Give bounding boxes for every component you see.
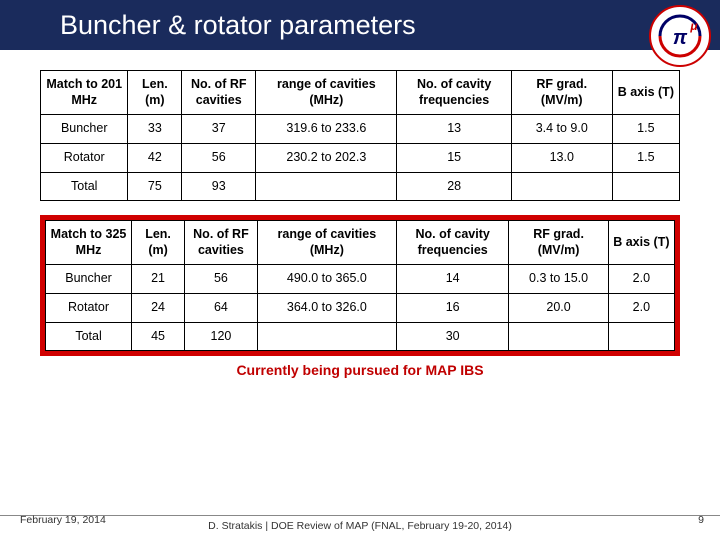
cell: Total bbox=[41, 172, 128, 201]
cell: Rotator bbox=[46, 294, 132, 323]
cell: 0.3 to 15.0 bbox=[509, 265, 608, 294]
col-header: range of cavities (MHz) bbox=[256, 71, 397, 115]
highlight-caption: Currently being pursued for MAP IBS bbox=[40, 362, 680, 378]
map-logo-icon: π μ bbox=[648, 4, 712, 68]
col-header: RF grad. (MV/m) bbox=[511, 71, 612, 115]
cell: 319.6 to 233.6 bbox=[256, 115, 397, 144]
col-header: Len. (m) bbox=[132, 221, 185, 265]
cell: 2.0 bbox=[608, 265, 674, 294]
col-header: RF grad. (MV/m) bbox=[509, 221, 608, 265]
cell: 2.0 bbox=[608, 294, 674, 323]
cell: 64 bbox=[185, 294, 258, 323]
col-header: Match to 201 MHz bbox=[41, 71, 128, 115]
table-201mhz: Match to 201 MHz Len. (m) No. of RF cavi… bbox=[40, 70, 680, 201]
col-header: Match to 325 MHz bbox=[46, 221, 132, 265]
cell bbox=[612, 172, 679, 201]
cell: 28 bbox=[397, 172, 511, 201]
cell bbox=[256, 172, 397, 201]
svg-text:π: π bbox=[673, 27, 688, 49]
page-number: 9 bbox=[698, 514, 704, 526]
cell: 45 bbox=[132, 322, 185, 351]
cell: 75 bbox=[128, 172, 182, 201]
table-row: Rotator 42 56 230.2 to 202.3 15 13.0 1.5 bbox=[41, 143, 680, 172]
cell: 14 bbox=[396, 265, 509, 294]
cell bbox=[509, 322, 608, 351]
page-title: Buncher & rotator parameters bbox=[60, 10, 416, 41]
cell: 364.0 to 326.0 bbox=[257, 294, 396, 323]
cell: 42 bbox=[128, 143, 182, 172]
cell: 13.0 bbox=[511, 143, 612, 172]
table-row: Total 75 93 28 bbox=[41, 172, 680, 201]
table-325mhz-highlighted: Match to 325 MHz Len. (m) No. of RF cavi… bbox=[40, 215, 680, 356]
cell: Buncher bbox=[41, 115, 128, 144]
title-bar: Buncher & rotator parameters bbox=[0, 0, 720, 50]
cell: 1.5 bbox=[612, 143, 679, 172]
cell: 56 bbox=[182, 143, 256, 172]
cell: 16 bbox=[396, 294, 509, 323]
cell: Total bbox=[46, 322, 132, 351]
cell: Buncher bbox=[46, 265, 132, 294]
table-row: Rotator 24 64 364.0 to 326.0 16 20.0 2.0 bbox=[46, 294, 675, 323]
content-area: Match to 201 MHz Len. (m) No. of RF cavi… bbox=[0, 50, 720, 378]
table-header-row: Match to 201 MHz Len. (m) No. of RF cavi… bbox=[41, 71, 680, 115]
cell: 490.0 to 365.0 bbox=[257, 265, 396, 294]
cell: 120 bbox=[185, 322, 258, 351]
cell: 3.4 to 9.0 bbox=[511, 115, 612, 144]
cell: 20.0 bbox=[509, 294, 608, 323]
col-header: Len. (m) bbox=[128, 71, 182, 115]
cell: 21 bbox=[132, 265, 185, 294]
table-row: Total 45 120 30 bbox=[46, 322, 675, 351]
col-header: No. of RF cavities bbox=[182, 71, 256, 115]
footer: February 19, 2014 D. Stratakis | DOE Rev… bbox=[0, 515, 720, 532]
cell bbox=[511, 172, 612, 201]
cell: 33 bbox=[128, 115, 182, 144]
cell: 1.5 bbox=[612, 115, 679, 144]
cell bbox=[257, 322, 396, 351]
col-header: No. of cavity frequencies bbox=[396, 221, 509, 265]
cell bbox=[608, 322, 674, 351]
cell: 230.2 to 202.3 bbox=[256, 143, 397, 172]
footer-date: February 19, 2014 bbox=[20, 514, 106, 526]
cell: 13 bbox=[397, 115, 511, 144]
svg-text:μ: μ bbox=[689, 19, 698, 33]
table-header-row: Match to 325 MHz Len. (m) No. of RF cavi… bbox=[46, 221, 675, 265]
cell: 37 bbox=[182, 115, 256, 144]
cell: 56 bbox=[185, 265, 258, 294]
cell: Rotator bbox=[41, 143, 128, 172]
cell: 93 bbox=[182, 172, 256, 201]
cell: 24 bbox=[132, 294, 185, 323]
col-header: range of cavities (MHz) bbox=[257, 221, 396, 265]
footer-attribution: D. Stratakis | DOE Review of MAP (FNAL, … bbox=[0, 520, 720, 532]
cell: 15 bbox=[397, 143, 511, 172]
col-header: B axis (T) bbox=[612, 71, 679, 115]
table-row: Buncher 21 56 490.0 to 365.0 14 0.3 to 1… bbox=[46, 265, 675, 294]
col-header: No. of RF cavities bbox=[185, 221, 258, 265]
table-row: Buncher 33 37 319.6 to 233.6 13 3.4 to 9… bbox=[41, 115, 680, 144]
col-header: No. of cavity frequencies bbox=[397, 71, 511, 115]
col-header: B axis (T) bbox=[608, 221, 674, 265]
cell: 30 bbox=[396, 322, 509, 351]
